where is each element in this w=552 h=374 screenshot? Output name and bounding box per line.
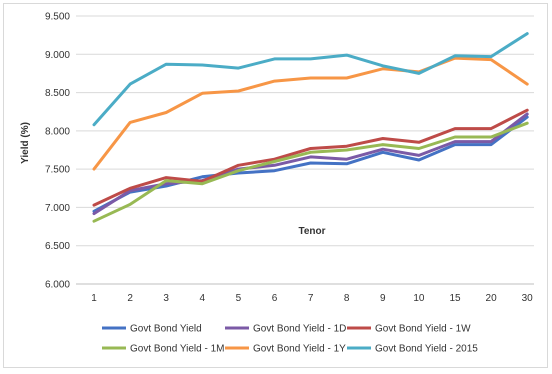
y-tick-label: 8.000 [45, 126, 70, 137]
y-tick-label: 7.500 [45, 165, 70, 176]
y-tick-label: 6.500 [45, 241, 70, 252]
legend-item: Govt Bond Yield - 1W [347, 324, 471, 335]
legend-label: Govt Bond Yield - 1W [375, 324, 471, 335]
x-tick-label: 7 [308, 293, 314, 304]
legend-label: Govt Bond Yield - 2015 [375, 344, 478, 355]
x-tick-label: 4 [200, 293, 206, 304]
legend-item: Govt Bond Yield - 1M [102, 344, 225, 355]
x-tick-label: 6 [272, 293, 278, 304]
series-line-2 [92, 108, 529, 207]
x-tick-label: 3 [163, 293, 169, 304]
legend-item: Govt Bond Yield - 1D [225, 324, 346, 335]
legend-label: Govt Bond Yield - 1D [253, 324, 346, 335]
series-line-1 [92, 112, 529, 216]
legend-item: Govt Bond Yield [102, 324, 202, 335]
series-line-4 [92, 56, 529, 171]
y-tick-label: 6.000 [45, 280, 70, 291]
x-tick-label: 30 [522, 293, 534, 304]
legend-label: Govt Bond Yield - 1Y [253, 344, 346, 355]
x-tick-label: 15 [449, 293, 461, 304]
y-axis-title: Yield (%) [20, 122, 31, 164]
series-lines [92, 32, 529, 223]
line-chart: 6.000 6.500 7.000 7.500 8.000 8.500 9.000 9.500… [20, 12, 534, 355]
x-tick-label: 10 [413, 293, 425, 304]
y-tick-label: 9.500 [45, 12, 70, 23]
legend-label: Govt Bond Yield - 1M [130, 344, 225, 355]
series-line-0 [92, 115, 529, 213]
x-tick-label: 1 [91, 293, 97, 304]
y-tick-label: 9.000 [45, 50, 70, 61]
chart-frame: 6.000 6.500 7.000 7.500 8.000 8.500 9.000 9.500… [3, 3, 548, 368]
x-axis-title: Tenor [298, 226, 325, 237]
x-tick-label: 2 [127, 293, 133, 304]
gridlines [76, 15, 534, 285]
series-line-3 [92, 121, 529, 223]
legend-item: Govt Bond Yield - 1Y [225, 344, 346, 355]
legend: Govt Bond Yield Govt Bond Yield - 1D Govt … [102, 324, 478, 355]
x-axis-ticks: 1 2 3 4 5 6 7 8 9 10 15 20 30 [91, 293, 533, 304]
y-tick-label: 8.500 [45, 88, 70, 99]
legend-item: Govt Bond Yield - 2015 [347, 344, 478, 355]
y-tick-label: 7.000 [45, 203, 70, 214]
legend-label: Govt Bond Yield [130, 324, 202, 335]
x-tick-label: 5 [236, 293, 242, 304]
y-axis-ticks: 6.000 6.500 7.000 7.500 8.000 8.500 9.000 9.500 [45, 12, 70, 291]
series-line-5 [92, 32, 529, 127]
x-tick-label: 20 [486, 293, 498, 304]
x-tick-label: 9 [380, 293, 386, 304]
x-tick-label: 8 [344, 293, 350, 304]
